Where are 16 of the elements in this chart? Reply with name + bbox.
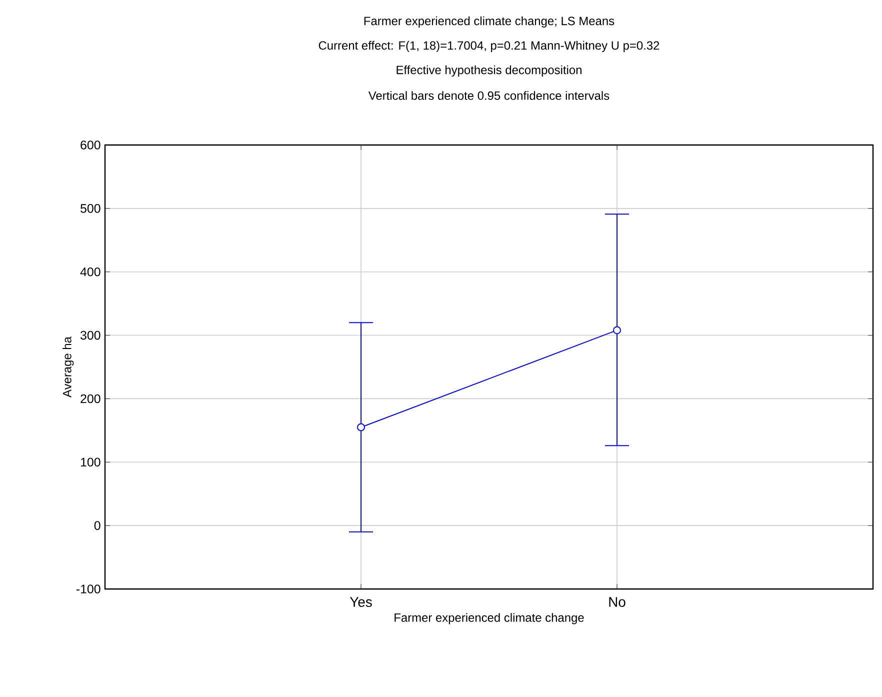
y-tick-label: 200 — [80, 394, 100, 404]
y-tick-label: 600 — [80, 140, 100, 150]
chart-subtitle: Current effect: F(1, 18)=1.7004, p=0.21 Mann-Whitney U p=0.32 — [318, 40, 660, 52]
x-axis-title: Farmer experienced climate change — [394, 613, 584, 624]
y-axis-title: Average ha — [62, 336, 74, 398]
y-tick-label: 300 — [80, 330, 100, 340]
y-tick-label: 100 — [80, 458, 100, 467]
x-tick-label: Yes — [350, 597, 372, 607]
y-tick-label: 400 — [80, 267, 100, 276]
text: Effective hypothesis decomposition — [396, 65, 582, 77]
y-tick-label: 0 — [94, 521, 100, 530]
chart-title: Farmer experienced climate change; LS Means — [364, 16, 614, 28]
y-tick-label: 500 — [80, 204, 100, 213]
text: Vertical bars denote 0.95 confidence intervals — [368, 91, 610, 100]
x-tick-label: No — [609, 597, 626, 607]
y-tick-label: -100 — [76, 584, 100, 594]
